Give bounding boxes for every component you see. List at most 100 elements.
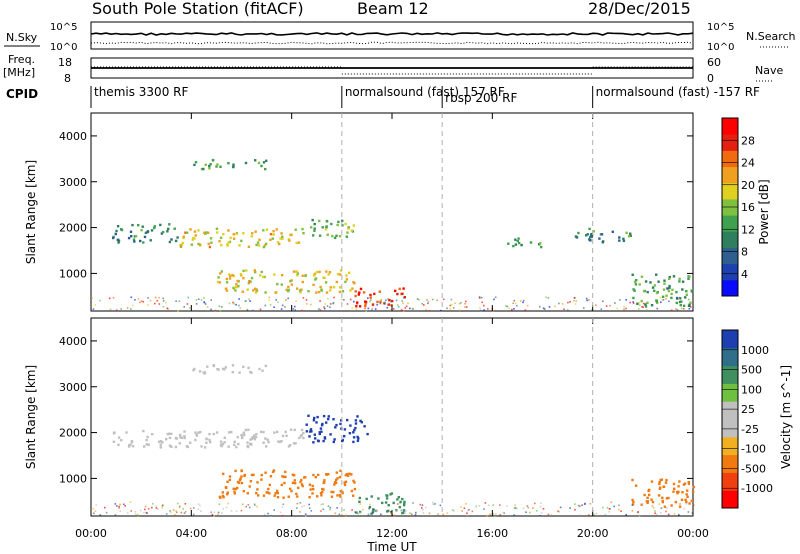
data-cell bbox=[99, 299, 101, 302]
data-cell bbox=[194, 431, 197, 434]
data-cell bbox=[296, 272, 299, 275]
data-cell bbox=[92, 507, 95, 510]
data-cell bbox=[216, 163, 219, 166]
data-cell bbox=[355, 511, 358, 514]
data-cell bbox=[494, 296, 497, 299]
data-cell bbox=[203, 231, 206, 234]
data-cell bbox=[295, 270, 298, 273]
data-cell bbox=[314, 437, 317, 440]
data-cell bbox=[159, 443, 162, 446]
data-cell bbox=[322, 439, 325, 443]
data-cell bbox=[663, 505, 667, 508]
data-cell bbox=[320, 288, 323, 291]
data-cell bbox=[483, 309, 485, 311]
data-cell bbox=[184, 231, 187, 234]
data-cell bbox=[399, 502, 401, 504]
data-cell bbox=[189, 307, 191, 309]
freq-strip: Freq. [MHz] 18 8 60 0 Nave bbox=[3, 53, 783, 85]
data-cell bbox=[120, 308, 122, 310]
data-cell bbox=[242, 365, 245, 369]
data-cell bbox=[218, 240, 221, 243]
data-cell bbox=[672, 482, 676, 486]
data-cell bbox=[262, 161, 266, 164]
data-cell bbox=[318, 431, 321, 434]
data-cell bbox=[354, 426, 357, 430]
data-cell bbox=[280, 308, 283, 310]
data-cell bbox=[405, 510, 407, 512]
data-cell bbox=[559, 506, 562, 509]
data-cell bbox=[348, 472, 351, 475]
data-cell bbox=[635, 279, 638, 282]
data-cell bbox=[183, 512, 186, 514]
data-cell bbox=[240, 509, 243, 512]
data-cell bbox=[300, 428, 304, 432]
data-cell bbox=[432, 501, 434, 504]
data-cell bbox=[173, 227, 176, 230]
colorbar-swatch bbox=[722, 150, 738, 168]
data-cell bbox=[147, 297, 149, 299]
data-cell bbox=[338, 475, 342, 479]
data-cell bbox=[145, 443, 148, 446]
data-cell bbox=[312, 473, 315, 477]
data-cell bbox=[683, 507, 685, 510]
data-cell bbox=[341, 514, 343, 516]
data-cell bbox=[320, 494, 323, 497]
data-cell bbox=[288, 239, 291, 242]
data-cell bbox=[672, 490, 675, 493]
data-cell bbox=[668, 275, 671, 279]
data-cell bbox=[595, 512, 598, 515]
data-cell bbox=[253, 502, 256, 505]
data-cell bbox=[155, 507, 158, 509]
data-cell bbox=[494, 514, 496, 517]
data-cell bbox=[252, 289, 255, 292]
data-cell bbox=[334, 512, 337, 515]
data-cell bbox=[369, 293, 372, 297]
data-cell bbox=[198, 243, 202, 246]
data-cell bbox=[660, 478, 663, 481]
data-cell bbox=[313, 272, 317, 276]
data-cell bbox=[192, 507, 195, 509]
x-tick-label: 20:00 bbox=[577, 527, 609, 540]
data-cell bbox=[583, 307, 585, 309]
data-cell bbox=[186, 303, 189, 305]
data-cell bbox=[324, 281, 328, 284]
data-cell bbox=[646, 501, 649, 505]
data-cell bbox=[129, 443, 132, 446]
colorbar-tick-label: 24 bbox=[741, 157, 755, 170]
data-cell bbox=[460, 302, 462, 304]
data-cell bbox=[324, 228, 328, 231]
data-cell bbox=[371, 510, 375, 513]
data-cell bbox=[284, 306, 286, 308]
data-cell bbox=[322, 414, 326, 418]
data-cell bbox=[261, 369, 264, 372]
data-cell bbox=[651, 286, 655, 289]
data-cell bbox=[479, 307, 481, 309]
x-axis-label: Time UT bbox=[366, 540, 417, 554]
colorbar-tick-label: 1000 bbox=[741, 344, 769, 357]
data-cell bbox=[290, 489, 293, 493]
data-cell bbox=[182, 508, 184, 510]
data-cell bbox=[285, 288, 288, 292]
data-cell bbox=[557, 510, 559, 512]
data-cell bbox=[305, 423, 308, 426]
data-cell bbox=[606, 507, 609, 509]
data-cell bbox=[419, 503, 421, 506]
data-cell bbox=[428, 310, 431, 312]
data-cell bbox=[219, 272, 222, 275]
data-cell bbox=[280, 283, 283, 286]
data-cell bbox=[130, 441, 134, 444]
x-tick-label: 00:00 bbox=[75, 527, 107, 540]
data-cell bbox=[355, 305, 358, 308]
data-cell bbox=[259, 274, 262, 277]
data-cell bbox=[314, 476, 317, 479]
data-cell bbox=[402, 302, 404, 304]
noise-right-top: 10^5 bbox=[707, 22, 734, 33]
data-cell bbox=[397, 304, 399, 306]
data-cell bbox=[197, 431, 200, 434]
data-cell bbox=[205, 231, 208, 234]
colorbar-swatch bbox=[722, 419, 738, 438]
data-cell bbox=[135, 513, 137, 515]
data-cell bbox=[269, 233, 273, 236]
data-cell bbox=[134, 299, 136, 301]
data-cell bbox=[322, 276, 325, 279]
